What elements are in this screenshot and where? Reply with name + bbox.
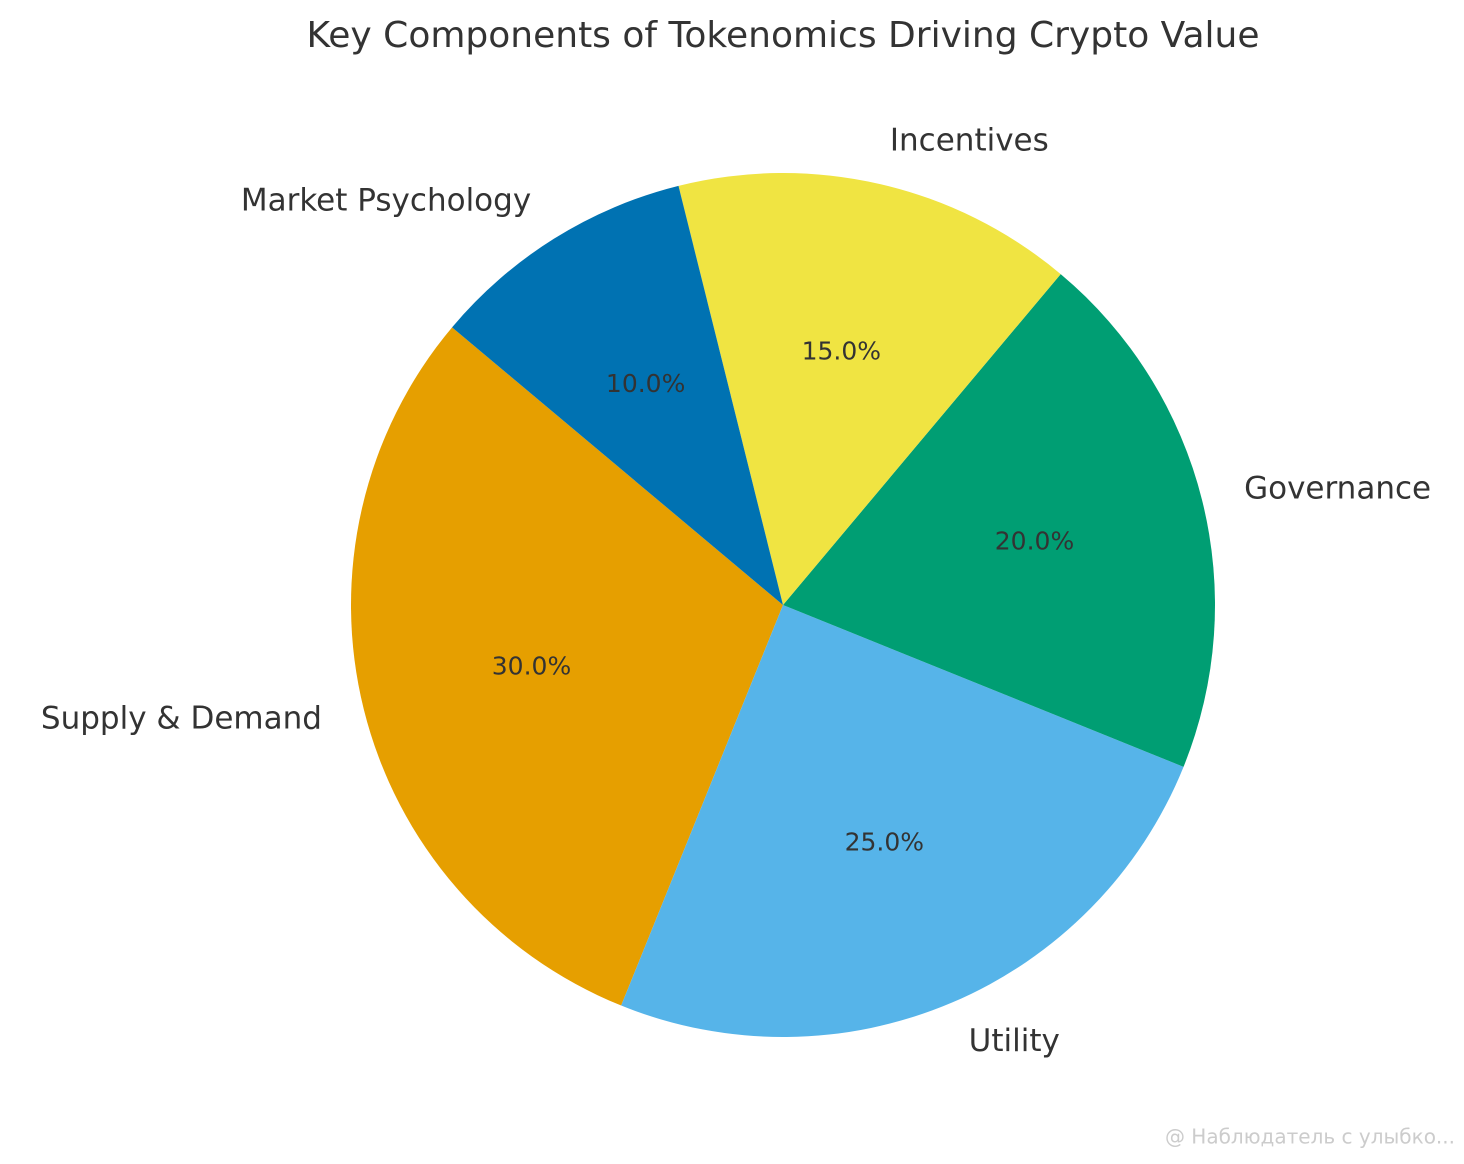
pie-slice	[452, 185, 783, 605]
slice-label: Utility	[969, 1023, 1060, 1059]
value-label: 25.0%	[845, 828, 924, 857]
slice-label: Market Psychology	[241, 183, 531, 219]
pie-slice	[783, 274, 1215, 767]
chart-title: Key Components of Tokenomics Driving Cry…	[306, 15, 1259, 56]
slice-label: Governance	[1244, 471, 1431, 507]
pie-slice	[351, 327, 783, 1006]
value-label: 20.0%	[995, 526, 1074, 555]
pie-slice	[621, 605, 1184, 1037]
pie-slice	[678, 172, 1061, 605]
value-label: 15.0%	[802, 336, 881, 365]
watermark: @ Наблюдатель с улыбко...	[1165, 1125, 1455, 1149]
slice-label: Incentives	[890, 122, 1049, 158]
value-label: 30.0%	[492, 652, 571, 681]
slice-label: Supply & Demand	[41, 700, 322, 736]
value-label: 10.0%	[606, 369, 685, 398]
